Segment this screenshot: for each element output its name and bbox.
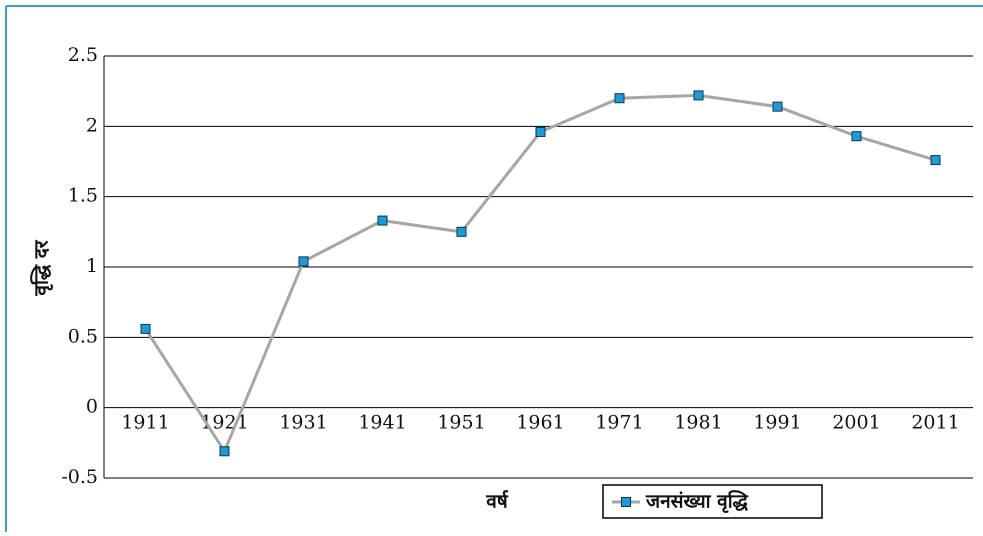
x-tick-label: 2011	[911, 412, 959, 434]
x-tick-label: 1921	[200, 412, 248, 434]
y-axis-label: वृद्धि दर	[30, 239, 54, 296]
y-tick-label: 0	[86, 396, 98, 418]
marker	[377, 215, 388, 226]
y-tick-label: 1.5	[68, 185, 98, 207]
marker	[772, 101, 783, 112]
x-tick-label: 1971	[595, 412, 643, 434]
y-tick-label: 2.5	[68, 44, 98, 66]
marker	[298, 256, 309, 267]
x-tick-label: 1981	[674, 412, 722, 434]
y-tick-label: -0.5	[61, 466, 98, 488]
x-tick-label: 2001	[832, 412, 880, 434]
x-tick-label: 1991	[753, 412, 801, 434]
marker	[693, 90, 704, 101]
x-tick-label: 1961	[516, 412, 564, 434]
y-tick-label: 2	[86, 114, 98, 136]
x-tick-label: 1931	[279, 412, 327, 434]
marker	[614, 93, 625, 104]
marker	[535, 126, 546, 137]
line	[144, 93, 936, 455]
x-tick-label: 1911	[121, 412, 169, 434]
marker	[851, 131, 862, 142]
x-axis-label: वर्ष	[485, 490, 509, 513]
marker	[456, 226, 467, 237]
marker	[219, 446, 230, 457]
marker	[140, 323, 151, 334]
legend-marker	[621, 497, 631, 507]
y-tick-label: 0.5	[68, 325, 98, 347]
marker	[930, 155, 941, 166]
x-tick-label: 1941	[358, 412, 406, 434]
y-tick-label: 1	[86, 255, 98, 277]
legend-label: जनसंख्या वृद्धि	[645, 490, 749, 514]
x-tick-label: 1951	[437, 412, 485, 434]
